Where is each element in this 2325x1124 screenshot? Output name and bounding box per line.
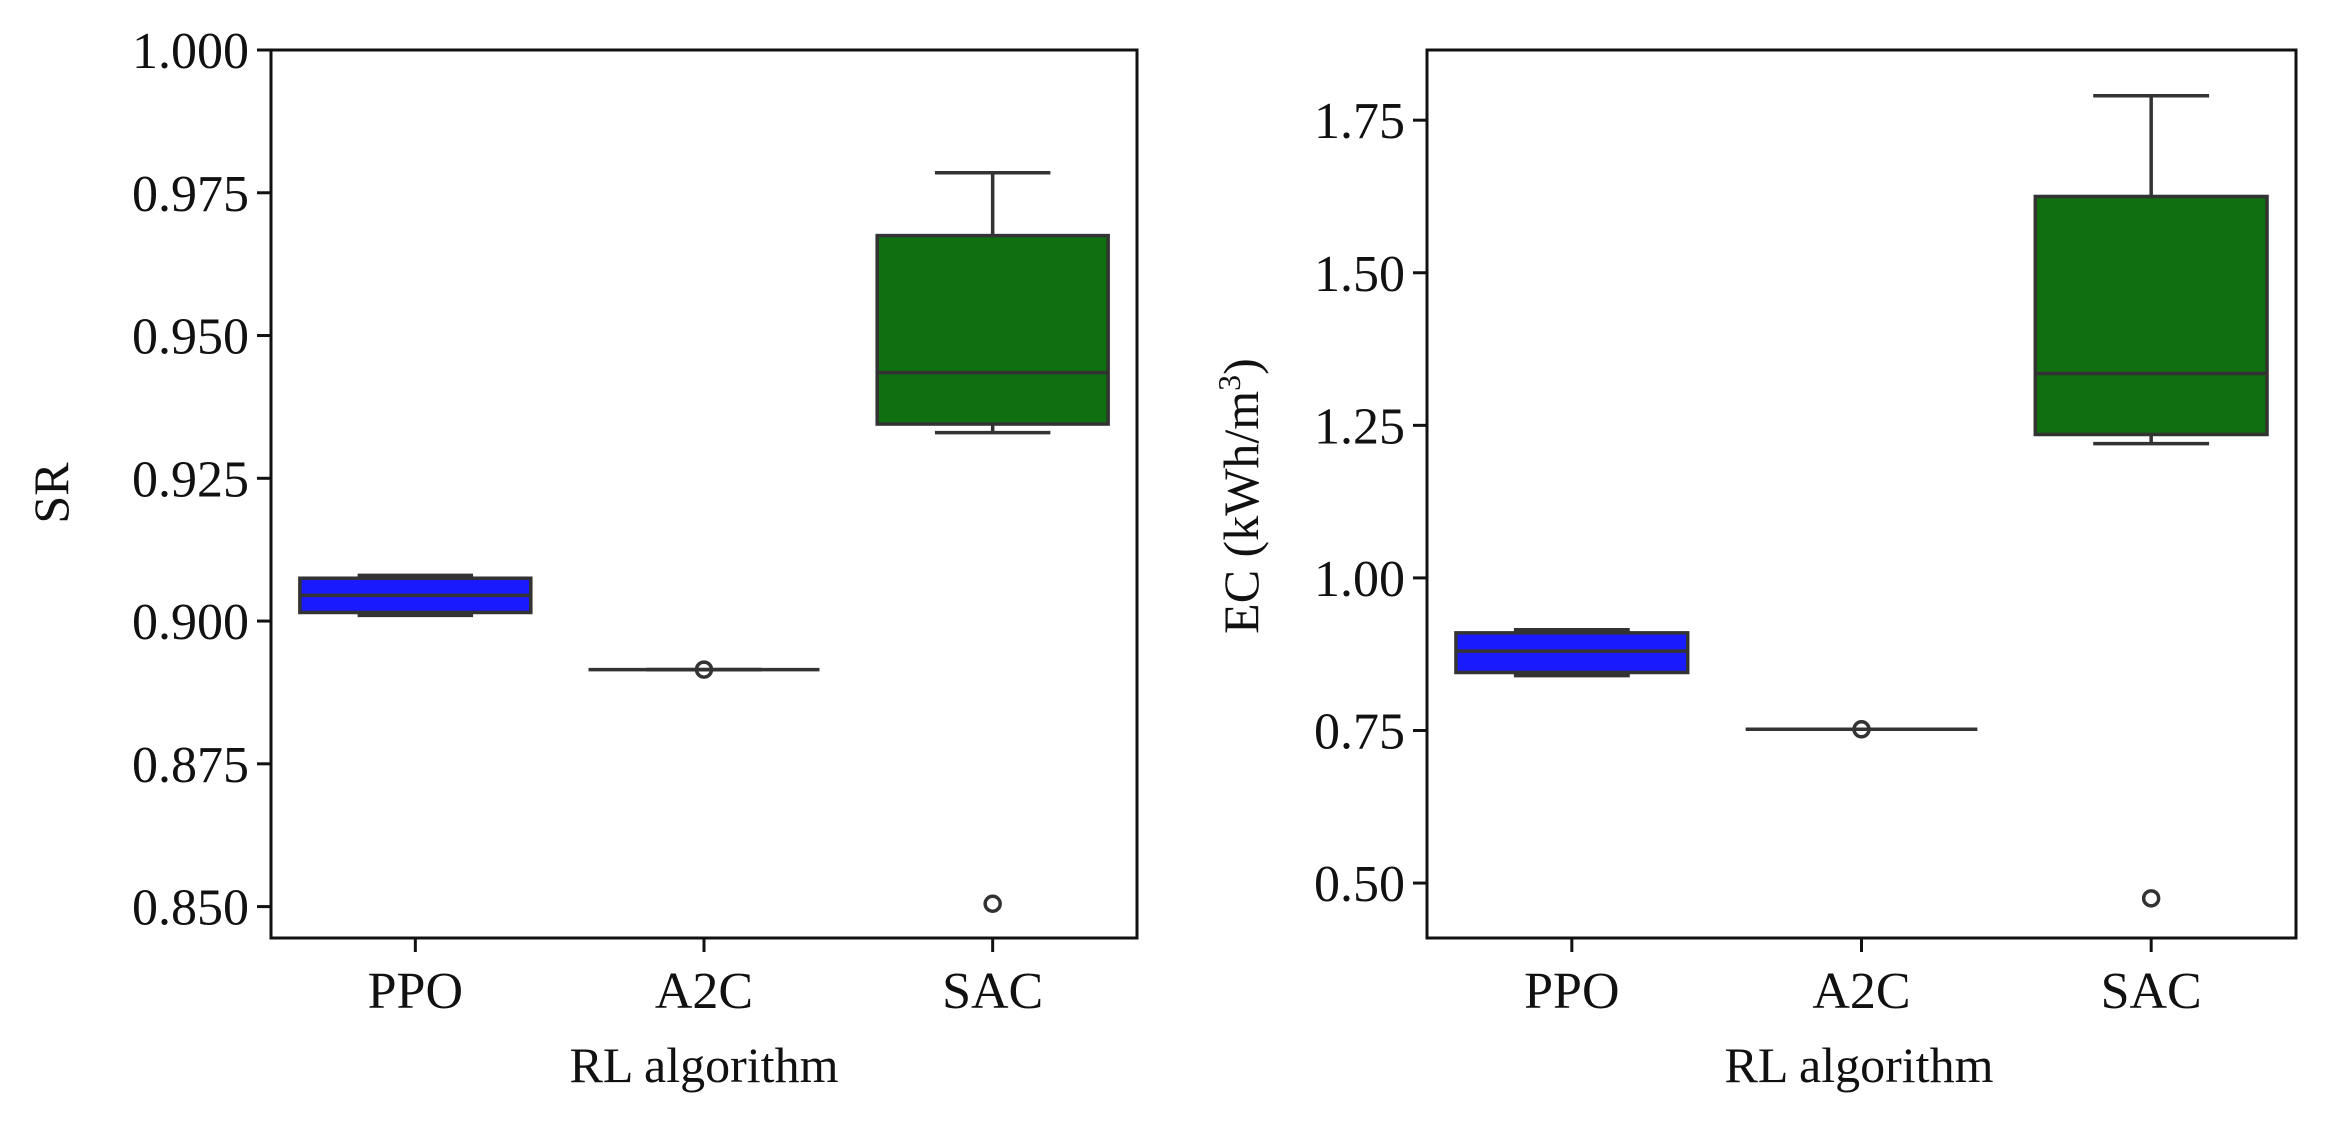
y-axis-label: EC (kWh/m3) [1211,358,1269,634]
y-tick-label: 1.50 [1314,246,1405,303]
box-a2c [1745,720,1978,739]
y-tick-label: 0.925 [132,451,249,508]
sr-boxplot-panel: SR RL algorithm 0.850 0.875 0.900 0.925 0.95… [23,23,1139,1093]
x-tick-label: A2C [1812,963,1910,1020]
x-axis-label: RL algorithm [1725,1037,1994,1093]
y-axis-label-superscript: 3 [1211,375,1247,391]
box-sac [2033,94,2269,908]
y-axis-label-main: EC (kWh/m [1213,391,1269,634]
y-tick-label: 1.75 [1314,93,1405,150]
iqr-box [2033,194,2269,437]
y-axis-label-end: ) [1213,358,1269,375]
ec-boxplot-panel: EC (kWh/m3) RL algorithm 0.50 0.75 1.00 1.2… [1211,48,2298,1093]
iqr-box [875,233,1110,426]
x-tick-label: SAC [942,963,1043,1020]
x-tick-label: A2C [655,963,753,1020]
box-ppo [1454,628,1690,678]
plot-frame [269,48,1139,940]
y-tick-label: 0.975 [132,166,249,223]
x-tick-label: SAC [2101,963,2202,1020]
y-tick-label: 1.25 [1314,398,1405,455]
x-tick-label: PPO [368,963,463,1020]
outlier-point [1852,720,1871,739]
outlier-point [694,660,714,679]
y-tick-label: 0.75 [1314,703,1405,760]
outlier-point [2141,889,2161,908]
plot-frame [1425,48,2298,940]
box-a2c [588,660,820,679]
box-ppo [298,573,533,618]
y-tick-label: 1.000 [132,23,249,80]
y-tick-label: 0.50 [1314,856,1405,913]
outlier-point [983,894,1002,913]
x-tick-label: PPO [1524,963,1619,1020]
x-axis-label: RL algorithm [570,1037,839,1093]
box-sac [875,171,1110,913]
y-axis-label: SR [23,462,79,524]
y-tick-label: 0.850 [132,880,249,937]
y-tick-label: 0.900 [132,594,249,651]
y-tick-label: 0.875 [132,737,249,794]
y-tick-label: 0.950 [132,309,249,366]
y-tick-label: 1.00 [1314,551,1405,608]
